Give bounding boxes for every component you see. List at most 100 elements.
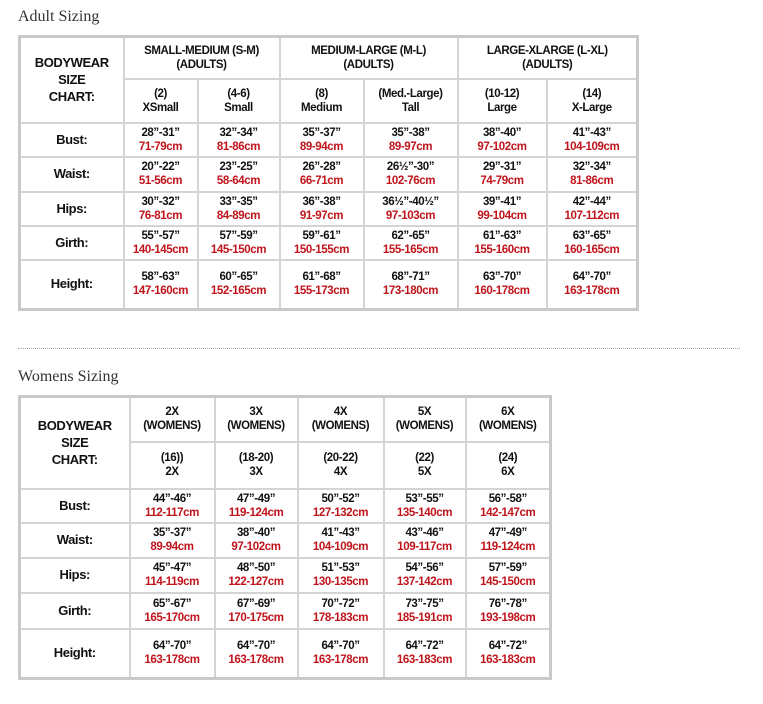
inches-value: 54”-56”: [405, 562, 444, 574]
measurement-cell: 61”-63” 155-160cm: [456, 224, 547, 260]
measurement-cell: 32”-34” 81-86cm: [196, 121, 280, 157]
cm-value: 163-178cm: [312, 654, 369, 667]
inches-value: 47”-49”: [488, 527, 528, 539]
inches-value: 57”-59”: [488, 562, 528, 574]
table-row: Bust: 44”-46” 112-117cm 47”-49” 119-124cm 50”…: [19, 487, 551, 523]
measurement-cell: 23”-25” 58-64cm: [196, 155, 280, 192]
size-group-header: SMALL-MEDIUM (S-M) (ADULTS): [122, 36, 280, 79]
inches-value: 44”-46”: [152, 492, 192, 505]
measurement-cell: 70”-72” 178-183cm: [296, 591, 384, 629]
size-name: XSmall: [142, 101, 179, 114]
measurement-cell: 65”-67” 165-170cm: [128, 591, 215, 629]
group-sub: (WOMENS): [227, 420, 285, 433]
measurement-label: Height:: [19, 258, 124, 310]
inches-value: 35”-37”: [302, 126, 341, 139]
size-header: (22) 5X: [382, 440, 466, 489]
measurement-cell: 54”-56” 137-142cm: [382, 556, 466, 593]
table-row: Hips: 30”-32” 76-81cm 33”-35” 84-89cm 36”-38”…: [19, 190, 638, 226]
table-row: Bust: 28”-31” 71-79cm 32”-34” 81-86cm 35”-37”…: [19, 121, 638, 157]
size-number: (4-6): [227, 87, 250, 100]
measurement-cell: 36½”-40½” 97-103cm: [362, 190, 458, 226]
size-number: (10-12): [484, 87, 520, 100]
size-header: (10-12) Large: [456, 77, 547, 123]
size-number: (20-22): [323, 452, 358, 464]
corner-line: BODYWEAR: [37, 418, 112, 434]
cm-value: 150-155cm: [293, 243, 350, 256]
measurement-label: Hips:: [19, 556, 130, 593]
size-number: (8): [315, 87, 328, 100]
measurement-label: Bust:: [19, 487, 130, 523]
cm-value: 81-86cm: [216, 140, 261, 153]
size-group-header: 6X (WOMENS): [464, 396, 551, 442]
cm-value: 163-178cm: [144, 654, 200, 667]
cm-value: 74-79cm: [480, 175, 524, 187]
group-label: MEDIUM-LARGE (M-L): [311, 44, 426, 57]
group-sub: (ADULTS): [176, 58, 227, 71]
size-number: (22): [415, 452, 434, 464]
cm-value: 163-178cm: [564, 285, 620, 298]
group-label: SMALL-MEDIUM (S-M): [144, 44, 259, 57]
size-group-header: MEDIUM-LARGE (M-L) (ADULTS): [278, 36, 458, 79]
measurement-cell: 41”-43” 104-109cm: [296, 521, 384, 558]
inches-value: 58”-63”: [141, 271, 180, 284]
measurement-cell: 63”-65” 160-165cm: [545, 224, 638, 260]
measurement-cell: 55”-57” 140-145cm: [122, 224, 198, 260]
inches-value: 41”-43”: [321, 527, 360, 539]
size-group-header: 3X (WOMENS): [213, 396, 298, 442]
cm-value: 147-160cm: [132, 285, 189, 298]
inches-value: 59”-61”: [302, 229, 341, 242]
inches-value: 76”-78”: [488, 597, 528, 610]
cm-value: 152-165cm: [210, 285, 267, 298]
measurement-cell: 47”-49” 119-124cm: [213, 487, 298, 523]
size-name: Small: [224, 101, 253, 114]
corner-line: BODYWEAR: [34, 55, 109, 71]
cm-value: 155-160cm: [474, 243, 530, 256]
measurement-label: Waist:: [19, 155, 124, 192]
table-row: Hips: 45”-47” 114-119cm 48”-50” 122-127cm 51”…: [19, 556, 551, 593]
cm-value: 114-119cm: [145, 576, 199, 588]
inches-value: 26½”-30”: [386, 161, 435, 173]
measurement-label: Bust:: [19, 121, 124, 157]
measurement-cell: 44”-46” 112-117cm: [128, 487, 215, 523]
cm-value: 97-102cm: [477, 140, 527, 153]
size-header: (20-22) 4X: [296, 440, 384, 489]
cm-value: 97-103cm: [385, 209, 436, 222]
cm-value: 173-180cm: [382, 285, 439, 298]
measurement-cell: 64”-70” 163-178cm: [213, 627, 298, 679]
inches-value: 38”-40”: [236, 527, 276, 539]
size-name: 5X: [417, 466, 432, 478]
inches-value: 41”-43”: [572, 126, 612, 139]
cm-value: 160-178cm: [474, 285, 530, 298]
measurement-cell: 64”-72” 163-183cm: [382, 627, 466, 679]
table-row: Waist: 20”-22” 51-56cm 23”-25” 58-64cm 26”-28…: [19, 155, 638, 192]
measurement-label: Height:: [19, 627, 130, 679]
cm-value: 109-117cm: [397, 541, 452, 553]
inches-value: 50”-52”: [321, 492, 360, 505]
cm-value: 66-71cm: [299, 175, 344, 187]
cm-value: 170-175cm: [228, 611, 284, 624]
measurement-cell: 38”-40” 97-102cm: [456, 121, 547, 157]
inches-value: 32”-34”: [572, 161, 612, 173]
measurement-cell: 35”-38” 89-97cm: [362, 121, 458, 157]
group-label: 2X: [165, 406, 179, 419]
corner-line: CHART:: [48, 89, 95, 105]
size-name: 4X: [333, 466, 348, 478]
size-name: Tall: [401, 101, 420, 114]
cm-value: 58-64cm: [216, 175, 261, 187]
chart-corner-label: BODYWEAR SIZE CHART:: [20, 37, 124, 123]
size-header: (18-20) 3X: [213, 440, 298, 489]
cm-value: 193-198cm: [480, 611, 536, 624]
measurement-cell: 30”-32” 76-81cm: [122, 190, 198, 226]
size-name: 6X: [501, 466, 515, 478]
group-label: 3X: [249, 406, 263, 419]
cm-value: 104-109cm: [312, 541, 369, 553]
inches-value: 53”-55”: [405, 492, 444, 505]
measurement-cell: 38”-40” 97-102cm: [213, 521, 298, 558]
size-header: (8) Medium: [278, 77, 364, 123]
inches-value: 67”-69”: [236, 597, 276, 610]
inches-value: 73”-75”: [405, 597, 444, 610]
group-sub: (ADULTS): [522, 58, 573, 71]
measurement-cell: 64”-72” 163-183cm: [464, 627, 551, 679]
table-row: Girth: 55”-57” 140-145cm 57”-59” 145-150cm 59…: [19, 224, 638, 260]
size-name: Large: [487, 101, 517, 114]
